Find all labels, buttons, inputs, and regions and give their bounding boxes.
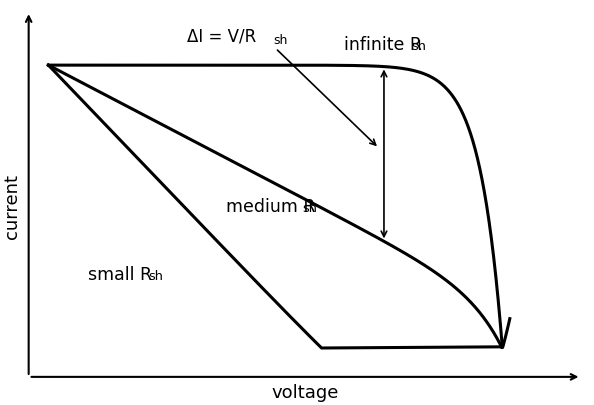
Text: small R: small R [88, 266, 152, 284]
Text: infinite R: infinite R [345, 36, 422, 54]
Text: ΔI = V/R: ΔI = V/R [187, 28, 256, 46]
Text: medium R: medium R [226, 198, 315, 216]
Text: sh: sh [273, 34, 287, 47]
Text: voltage: voltage [271, 384, 339, 402]
Text: sh: sh [148, 270, 163, 283]
Text: sh: sh [302, 202, 318, 215]
Text: sh: sh [411, 40, 426, 53]
Text: current: current [3, 174, 21, 239]
